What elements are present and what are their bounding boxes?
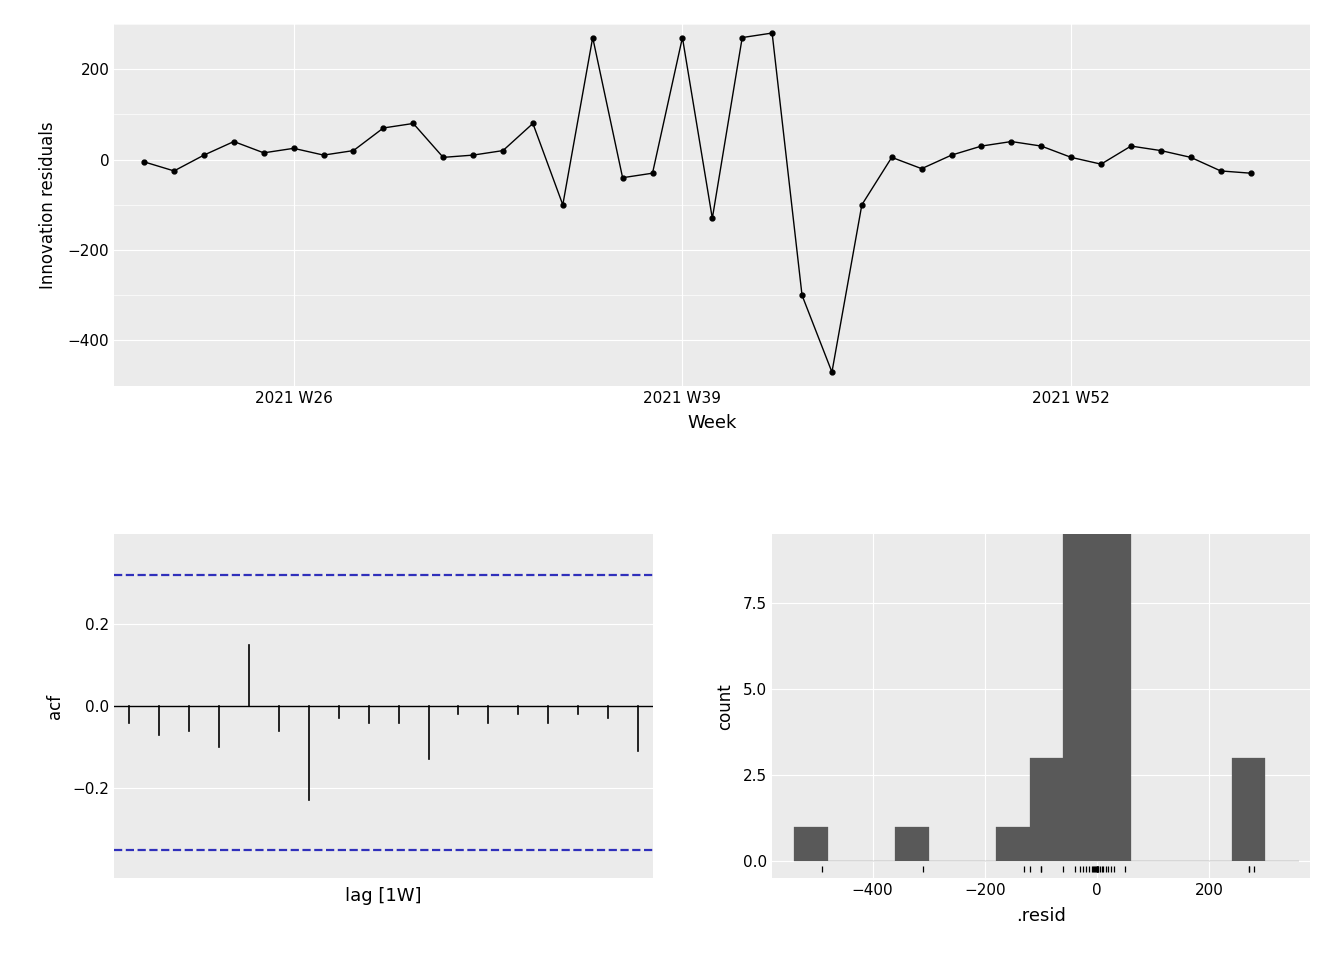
Bar: [1097, 448, 1130, 861]
Bar: [1232, 757, 1266, 861]
Bar: [1063, 448, 1097, 861]
Bar: [794, 827, 828, 861]
Y-axis label: acf: acf: [46, 694, 65, 719]
Y-axis label: count: count: [716, 683, 734, 730]
Bar: [895, 827, 929, 861]
Bar: [996, 827, 1030, 861]
X-axis label: .resid: .resid: [1016, 906, 1066, 924]
Bar: [1030, 757, 1063, 861]
Y-axis label: Innovation residuals: Innovation residuals: [39, 121, 56, 289]
X-axis label: lag [1W]: lag [1W]: [345, 887, 422, 904]
X-axis label: Week: Week: [688, 414, 737, 432]
